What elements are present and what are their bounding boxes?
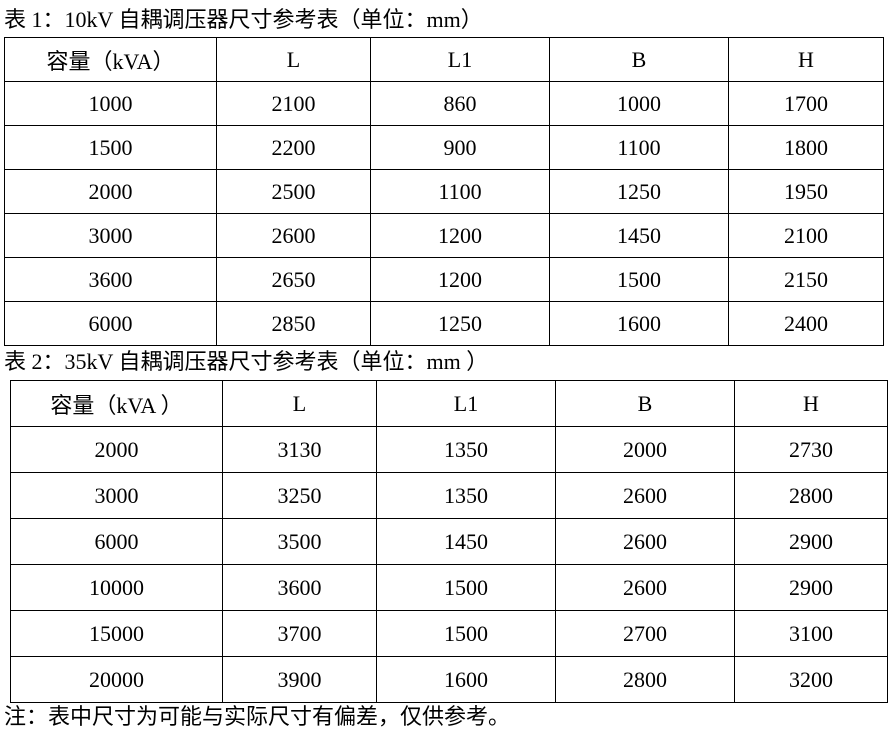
table-cell: 2000 <box>10 426 223 473</box>
column-header: B <box>549 37 729 82</box>
header-row: 容量（kVA ） L L1 B H <box>10 380 888 427</box>
table-cell: 1500 <box>376 610 556 657</box>
table-row: 1500 2200 900 1100 1800 <box>4 125 884 170</box>
table-cell: 2900 <box>734 564 888 611</box>
table-cell: 2150 <box>728 257 884 302</box>
table-cell: 1250 <box>370 301 550 346</box>
table-cell: 2850 <box>216 301 371 346</box>
column-header: L1 <box>376 380 556 427</box>
table-row: 6000 2850 1250 1600 2400 <box>4 301 884 346</box>
table-cell: 2100 <box>728 213 884 258</box>
table-cell: 1500 <box>549 257 729 302</box>
table-cell: 3500 <box>222 518 377 565</box>
table-row: 15000 3700 1500 2700 3100 <box>10 610 888 657</box>
table-cell: 1200 <box>370 257 550 302</box>
table-cell: 2000 <box>4 169 217 214</box>
table1-title: 表 1：10kV 自耦调压器尺寸参考表（单位：mm） <box>4 7 483 32</box>
table-cell: 1250 <box>549 169 729 214</box>
table-row: 10000 3600 1500 2600 2900 <box>10 564 888 611</box>
table-cell: 1000 <box>549 81 729 126</box>
table-cell: 3250 <box>222 472 377 519</box>
table-cell: 1450 <box>376 518 556 565</box>
table-cell: 3600 <box>4 257 217 302</box>
table-cell: 1350 <box>376 472 556 519</box>
column-header: 容量（kVA） <box>4 37 217 82</box>
table-cell: 2800 <box>555 656 735 703</box>
table-cell: 1100 <box>370 169 550 214</box>
table-cell: 2650 <box>216 257 371 302</box>
table2-title: 表 2：35kV 自耦调压器尺寸参考表（单位：mm ） <box>4 349 489 374</box>
table-cell: 2900 <box>734 518 888 565</box>
table-cell: 1600 <box>376 656 556 703</box>
table-cell: 3000 <box>4 213 217 258</box>
table-cell: 3000 <box>10 472 223 519</box>
table-row: 2000 3130 1350 2000 2730 <box>10 426 888 473</box>
table-cell: 3100 <box>734 610 888 657</box>
table-cell: 1450 <box>549 213 729 258</box>
table-row: 3000 3250 1350 2600 2800 <box>10 472 888 519</box>
table-cell: 2000 <box>555 426 735 473</box>
table-cell: 2600 <box>555 472 735 519</box>
column-header: H <box>734 380 888 427</box>
table-cell: 3700 <box>222 610 377 657</box>
table-cell: 1500 <box>376 564 556 611</box>
table-cell: 860 <box>370 81 550 126</box>
table2: 容量（kVA ） L L1 B H 2000 3130 1350 2000 2730 3000 325… <box>10 380 888 703</box>
table-cell: 1500 <box>4 125 217 170</box>
table-cell: 2600 <box>216 213 371 258</box>
table-cell: 2600 <box>555 564 735 611</box>
table-cell: 2800 <box>734 472 888 519</box>
table-cell: 1200 <box>370 213 550 258</box>
table-row: 1000 2100 860 1000 1700 <box>4 81 884 126</box>
column-header: L <box>216 37 371 82</box>
table-cell: 6000 <box>4 301 217 346</box>
table-cell: 900 <box>370 125 550 170</box>
table1: 容量（kVA） L L1 B H 1000 2100 860 1000 1700 1500 2200 9… <box>4 37 884 346</box>
table-cell: 6000 <box>10 518 223 565</box>
table-cell: 2100 <box>216 81 371 126</box>
table-row: 20000 3900 1600 2800 3200 <box>10 656 888 703</box>
table-cell: 1800 <box>728 125 884 170</box>
table-cell: 2500 <box>216 169 371 214</box>
table-cell: 1950 <box>728 169 884 214</box>
table-row: 3000 2600 1200 1450 2100 <box>4 213 884 258</box>
table-cell: 1600 <box>549 301 729 346</box>
table-cell: 1700 <box>728 81 884 126</box>
table-cell: 3600 <box>222 564 377 611</box>
table-cell: 20000 <box>10 656 223 703</box>
table-cell: 2600 <box>555 518 735 565</box>
column-header: L <box>222 380 377 427</box>
table-row: 6000 3500 1450 2600 2900 <box>10 518 888 565</box>
table-cell: 10000 <box>10 564 223 611</box>
table-cell: 1000 <box>4 81 217 126</box>
header-row: 容量（kVA） L L1 B H <box>4 37 884 82</box>
column-header: B <box>555 380 735 427</box>
table-row: 2000 2500 1100 1250 1950 <box>4 169 884 214</box>
table-cell: 2700 <box>555 610 735 657</box>
footnote: 注：表中尺寸为可能与实际尺寸有偏差，仅供参考。 <box>4 704 511 729</box>
table-cell: 3900 <box>222 656 377 703</box>
table-row: 3600 2650 1200 1500 2150 <box>4 257 884 302</box>
table-cell: 2200 <box>216 125 371 170</box>
table-cell: 1350 <box>376 426 556 473</box>
table-cell: 3130 <box>222 426 377 473</box>
table-cell: 2730 <box>734 426 888 473</box>
column-header: L1 <box>370 37 550 82</box>
table-cell: 1100 <box>549 125 729 170</box>
table-cell: 2400 <box>728 301 884 346</box>
column-header: H <box>728 37 884 82</box>
table-cell: 15000 <box>10 610 223 657</box>
column-header: 容量（kVA ） <box>10 380 223 427</box>
table-cell: 3200 <box>734 656 888 703</box>
